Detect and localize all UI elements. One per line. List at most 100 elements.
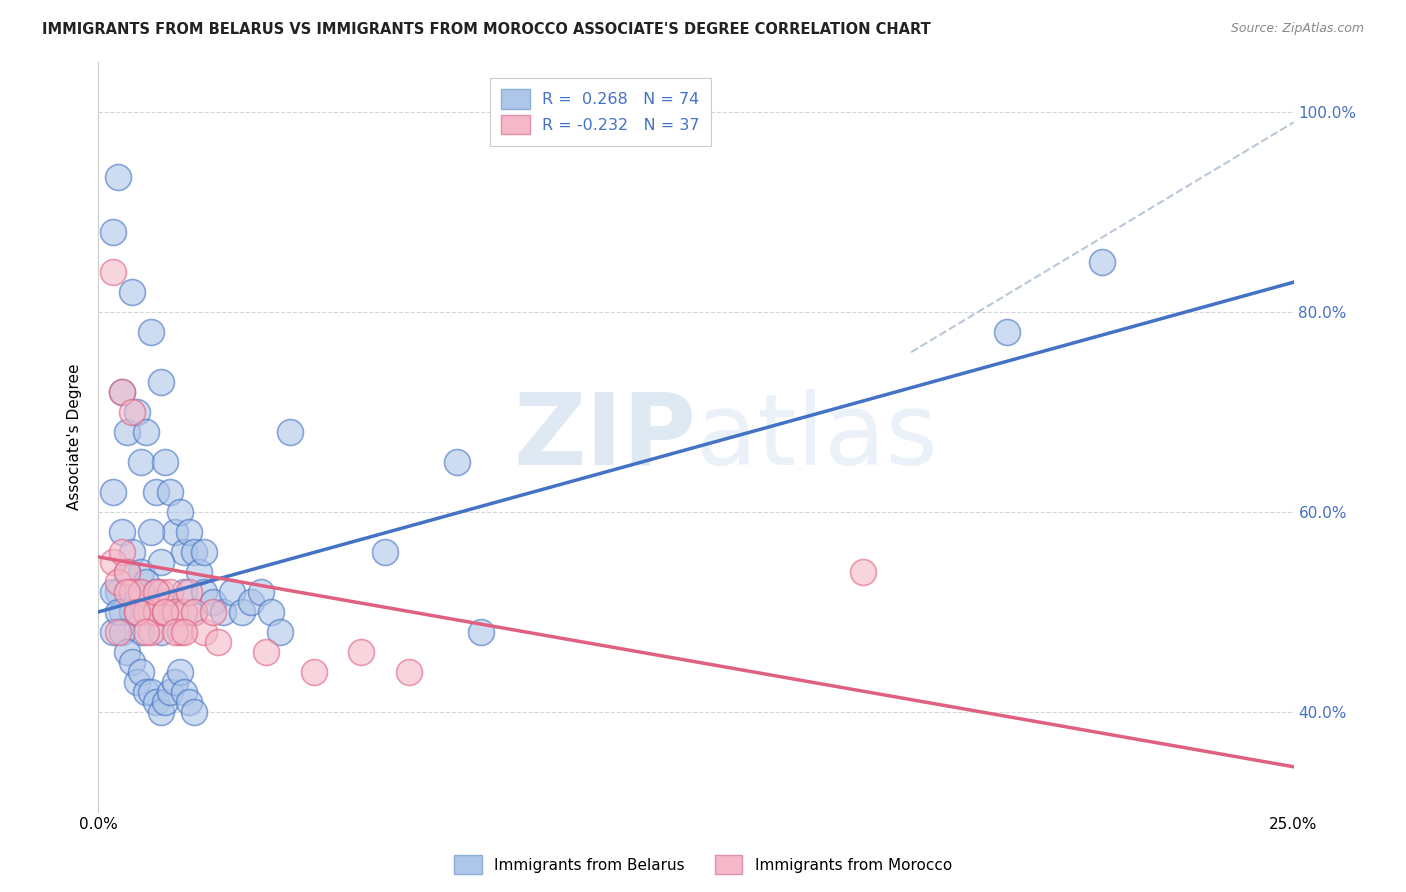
Point [139,685,162,699]
Point [173,605,195,619]
Point [101,265,124,279]
Point [145,605,167,619]
Point [169,624,191,639]
Point [193,545,215,559]
Text: ZIP: ZIP [513,389,696,485]
Point [125,605,148,619]
Point [149,705,172,719]
Point [350,645,373,659]
Point [183,605,205,619]
Point [302,665,325,679]
Point [250,585,273,599]
Point [155,695,177,709]
Point [107,170,129,185]
Legend: R =  0.268   N = 74, R = -0.232   N = 37: R = 0.268 N = 74, R = -0.232 N = 37 [489,78,711,145]
Point [131,665,153,679]
Point [179,585,201,599]
Point [193,624,215,639]
Point [121,655,143,669]
Point [169,505,191,519]
Point [111,624,134,639]
Point [145,695,167,709]
Point [121,545,143,559]
Point [169,665,191,679]
Point [470,624,492,639]
Text: Source: ZipAtlas.com: Source: ZipAtlas.com [1230,22,1364,36]
Point [125,674,148,689]
Point [111,545,134,559]
Point [139,624,162,639]
Point [231,605,253,619]
Point [155,605,177,619]
Point [101,555,124,569]
Point [173,585,195,599]
Point [115,425,138,439]
Point [163,605,186,619]
Point [159,585,181,599]
Point [145,585,167,599]
Point [131,455,153,469]
Point [111,605,134,619]
Point [115,645,138,659]
Point [149,375,172,389]
Legend: Immigrants from Belarus, Immigrants from Morocco: Immigrants from Belarus, Immigrants from… [449,849,957,880]
Point [155,455,177,469]
Point [155,595,177,609]
Point [163,524,186,539]
Point [163,605,186,619]
Point [374,545,396,559]
Point [179,524,201,539]
Text: IMMIGRANTS FROM BELARUS VS IMMIGRANTS FROM MOROCCO ASSOCIATE'S DEGREE CORRELATIO: IMMIGRANTS FROM BELARUS VS IMMIGRANTS FR… [42,22,931,37]
Point [121,405,143,419]
Point [211,605,233,619]
Point [125,405,148,419]
Point [202,605,225,619]
Point [135,605,157,619]
Point [221,585,243,599]
Point [131,565,153,579]
Point [254,645,277,659]
Point [115,585,138,599]
Point [173,545,195,559]
Point [139,524,162,539]
Point [446,455,468,469]
Point [207,635,229,649]
Point [149,624,172,639]
Point [159,485,181,500]
Point [107,585,129,599]
Point [107,624,129,639]
Point [121,605,143,619]
Point [145,585,167,599]
Point [149,585,172,599]
Point [135,624,157,639]
Point [173,685,195,699]
Point [149,555,172,569]
Point [111,385,134,400]
Point [125,585,148,599]
Point [202,595,225,609]
Point [125,605,148,619]
Point [179,695,201,709]
Text: atlas: atlas [696,389,938,485]
Point [995,325,1018,339]
Point [135,685,157,699]
Point [111,524,134,539]
Point [135,425,157,439]
Point [107,574,129,589]
Point [852,565,875,579]
Point [121,585,143,599]
Point [240,595,263,609]
Point [111,385,134,400]
Point [259,605,281,619]
Point [163,624,186,639]
Point [101,225,124,239]
Point [193,585,215,599]
Point [101,624,124,639]
Point [101,485,124,500]
Point [101,585,124,599]
Point [155,605,177,619]
Point [183,605,205,619]
Point [398,665,420,679]
Point [183,705,205,719]
Point [269,624,291,639]
